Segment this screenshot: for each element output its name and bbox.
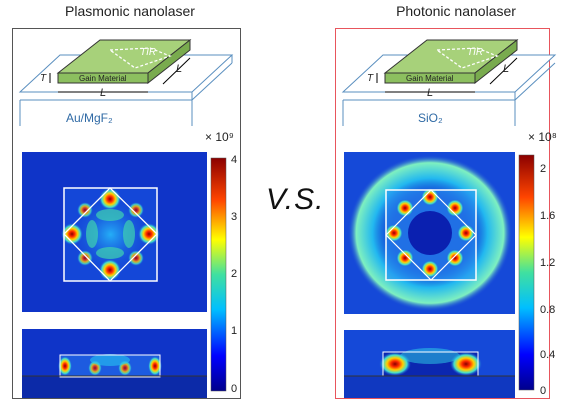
right-length-label: L	[427, 87, 433, 99]
right-substrate-label: SiO₂	[418, 111, 443, 125]
left-tick-3: 3	[231, 211, 237, 223]
right-tick-0-4: 0.4	[540, 349, 555, 361]
right-tick-0-8: 0.8	[540, 304, 555, 316]
right-device-diagram	[341, 38, 557, 101]
plasmonic-panel	[12, 28, 241, 399]
left-colorbar	[210, 157, 227, 392]
right-title: Photonic nanolaser	[396, 3, 516, 19]
left-top-field-map	[22, 152, 207, 312]
left-tir-label: TIR	[140, 47, 156, 58]
left-width-label: L	[176, 63, 182, 75]
comparison-label: V.S.	[266, 183, 325, 216]
left-substrate-label: Au/MgF₂	[66, 111, 113, 125]
right-tick-2: 2	[540, 163, 546, 175]
left-length-label: L	[100, 87, 106, 99]
left-tick-0: 0	[231, 383, 237, 395]
right-gain-label: Gain Material	[406, 74, 454, 83]
left-tick-1: 1	[231, 325, 237, 337]
right-width-label: L	[503, 63, 509, 75]
photonic-panel	[335, 28, 550, 399]
right-bottom-field-map	[344, 330, 515, 398]
left-bottom-field-map	[22, 329, 207, 398]
left-thickness-label: T	[40, 73, 47, 84]
left-device-diagram	[18, 38, 234, 101]
left-gain-label: Gain Material	[79, 74, 127, 83]
right-tick-0: 0	[540, 385, 546, 397]
left-tick-4: 4	[231, 154, 237, 166]
right-colorbar	[518, 154, 535, 391]
right-thickness-label: T	[367, 73, 374, 84]
right-tick-1-6: 1.6	[540, 210, 555, 222]
left-title: Plasmonic nanolaser	[65, 3, 195, 19]
left-colorbar-multiplier: × 10⁹	[205, 130, 234, 144]
right-tick-1-2: 1.2	[540, 257, 555, 269]
right-colorbar-multiplier: × 10⁸	[528, 130, 557, 144]
right-tir-label: TIR	[467, 47, 483, 58]
left-tick-2: 2	[231, 268, 237, 280]
right-top-field-map	[344, 152, 515, 314]
